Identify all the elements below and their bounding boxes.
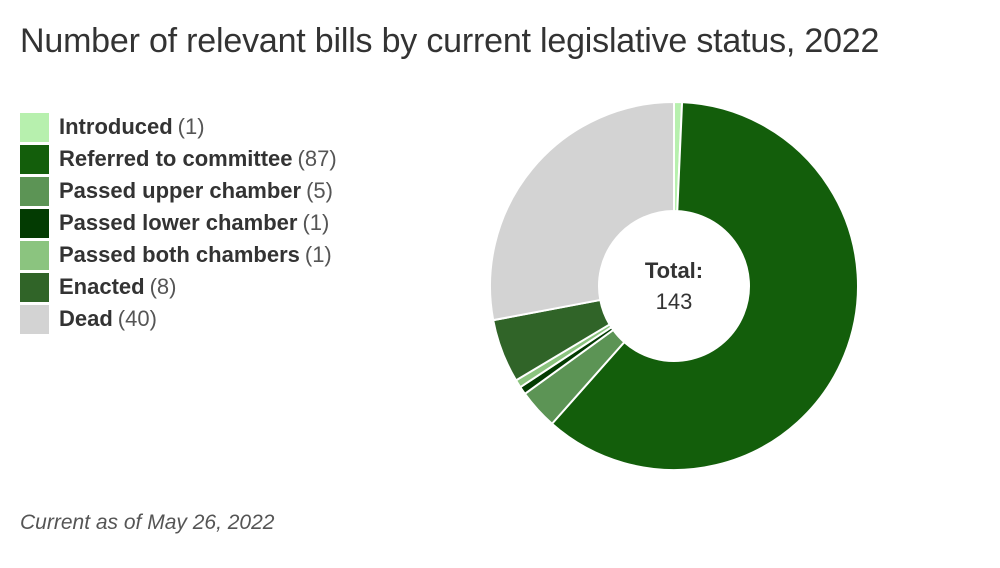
donut-slices xyxy=(489,100,859,471)
legend-item-introduced: Introduced (1) xyxy=(20,111,337,143)
legend-swatch xyxy=(20,208,49,238)
chart-title: Number of relevant bills by current legi… xyxy=(20,22,880,60)
footnote: Current as of May 26, 2022 xyxy=(20,511,275,534)
legend-label: Passed upper chamber xyxy=(59,178,302,203)
legend-label: Passed lower chamber xyxy=(59,210,298,235)
legend-swatch xyxy=(20,176,49,206)
donut-chart: Total: 143 xyxy=(489,100,859,471)
legend-item-passed-upper-chamber: Passed upper chamber (5) xyxy=(20,175,337,207)
legend-count: (1) xyxy=(304,242,332,267)
legend-count: (87) xyxy=(297,146,337,171)
legend-swatch xyxy=(20,112,49,142)
legend-count: (40) xyxy=(117,306,157,331)
donut-slice-dead xyxy=(489,100,675,322)
legend-label: Enacted xyxy=(59,274,145,299)
legend-label: Passed both chambers xyxy=(59,242,300,267)
legend-swatch xyxy=(20,304,49,334)
legend-item-enacted: Enacted (8) xyxy=(20,271,337,303)
legend-count: (8) xyxy=(149,274,177,299)
legend-count: (1) xyxy=(177,114,205,139)
legend: Introduced (1) Referred to committee (87… xyxy=(20,111,337,335)
legend-item-dead: Dead (40) xyxy=(20,303,337,335)
legend-swatch xyxy=(20,240,49,270)
donut-center-label: Total: xyxy=(645,258,703,283)
legend-item-referred-to-committee: Referred to committee (87) xyxy=(20,143,337,175)
legend-label: Introduced xyxy=(59,114,173,139)
donut-center-value: 143 xyxy=(656,289,693,314)
legend-swatch xyxy=(20,144,49,174)
legend-item-passed-lower-chamber: Passed lower chamber (1) xyxy=(20,207,337,239)
legend-count: (5) xyxy=(306,178,333,203)
legend-label: Dead xyxy=(59,306,113,331)
legend-item-passed-both-chambers: Passed both chambers (1) xyxy=(20,239,337,271)
legend-count: (1) xyxy=(302,210,330,235)
legend-label: Referred to committee xyxy=(59,146,293,171)
donut-slice-referred-to-committee xyxy=(550,101,859,471)
legend-swatch xyxy=(20,272,49,302)
